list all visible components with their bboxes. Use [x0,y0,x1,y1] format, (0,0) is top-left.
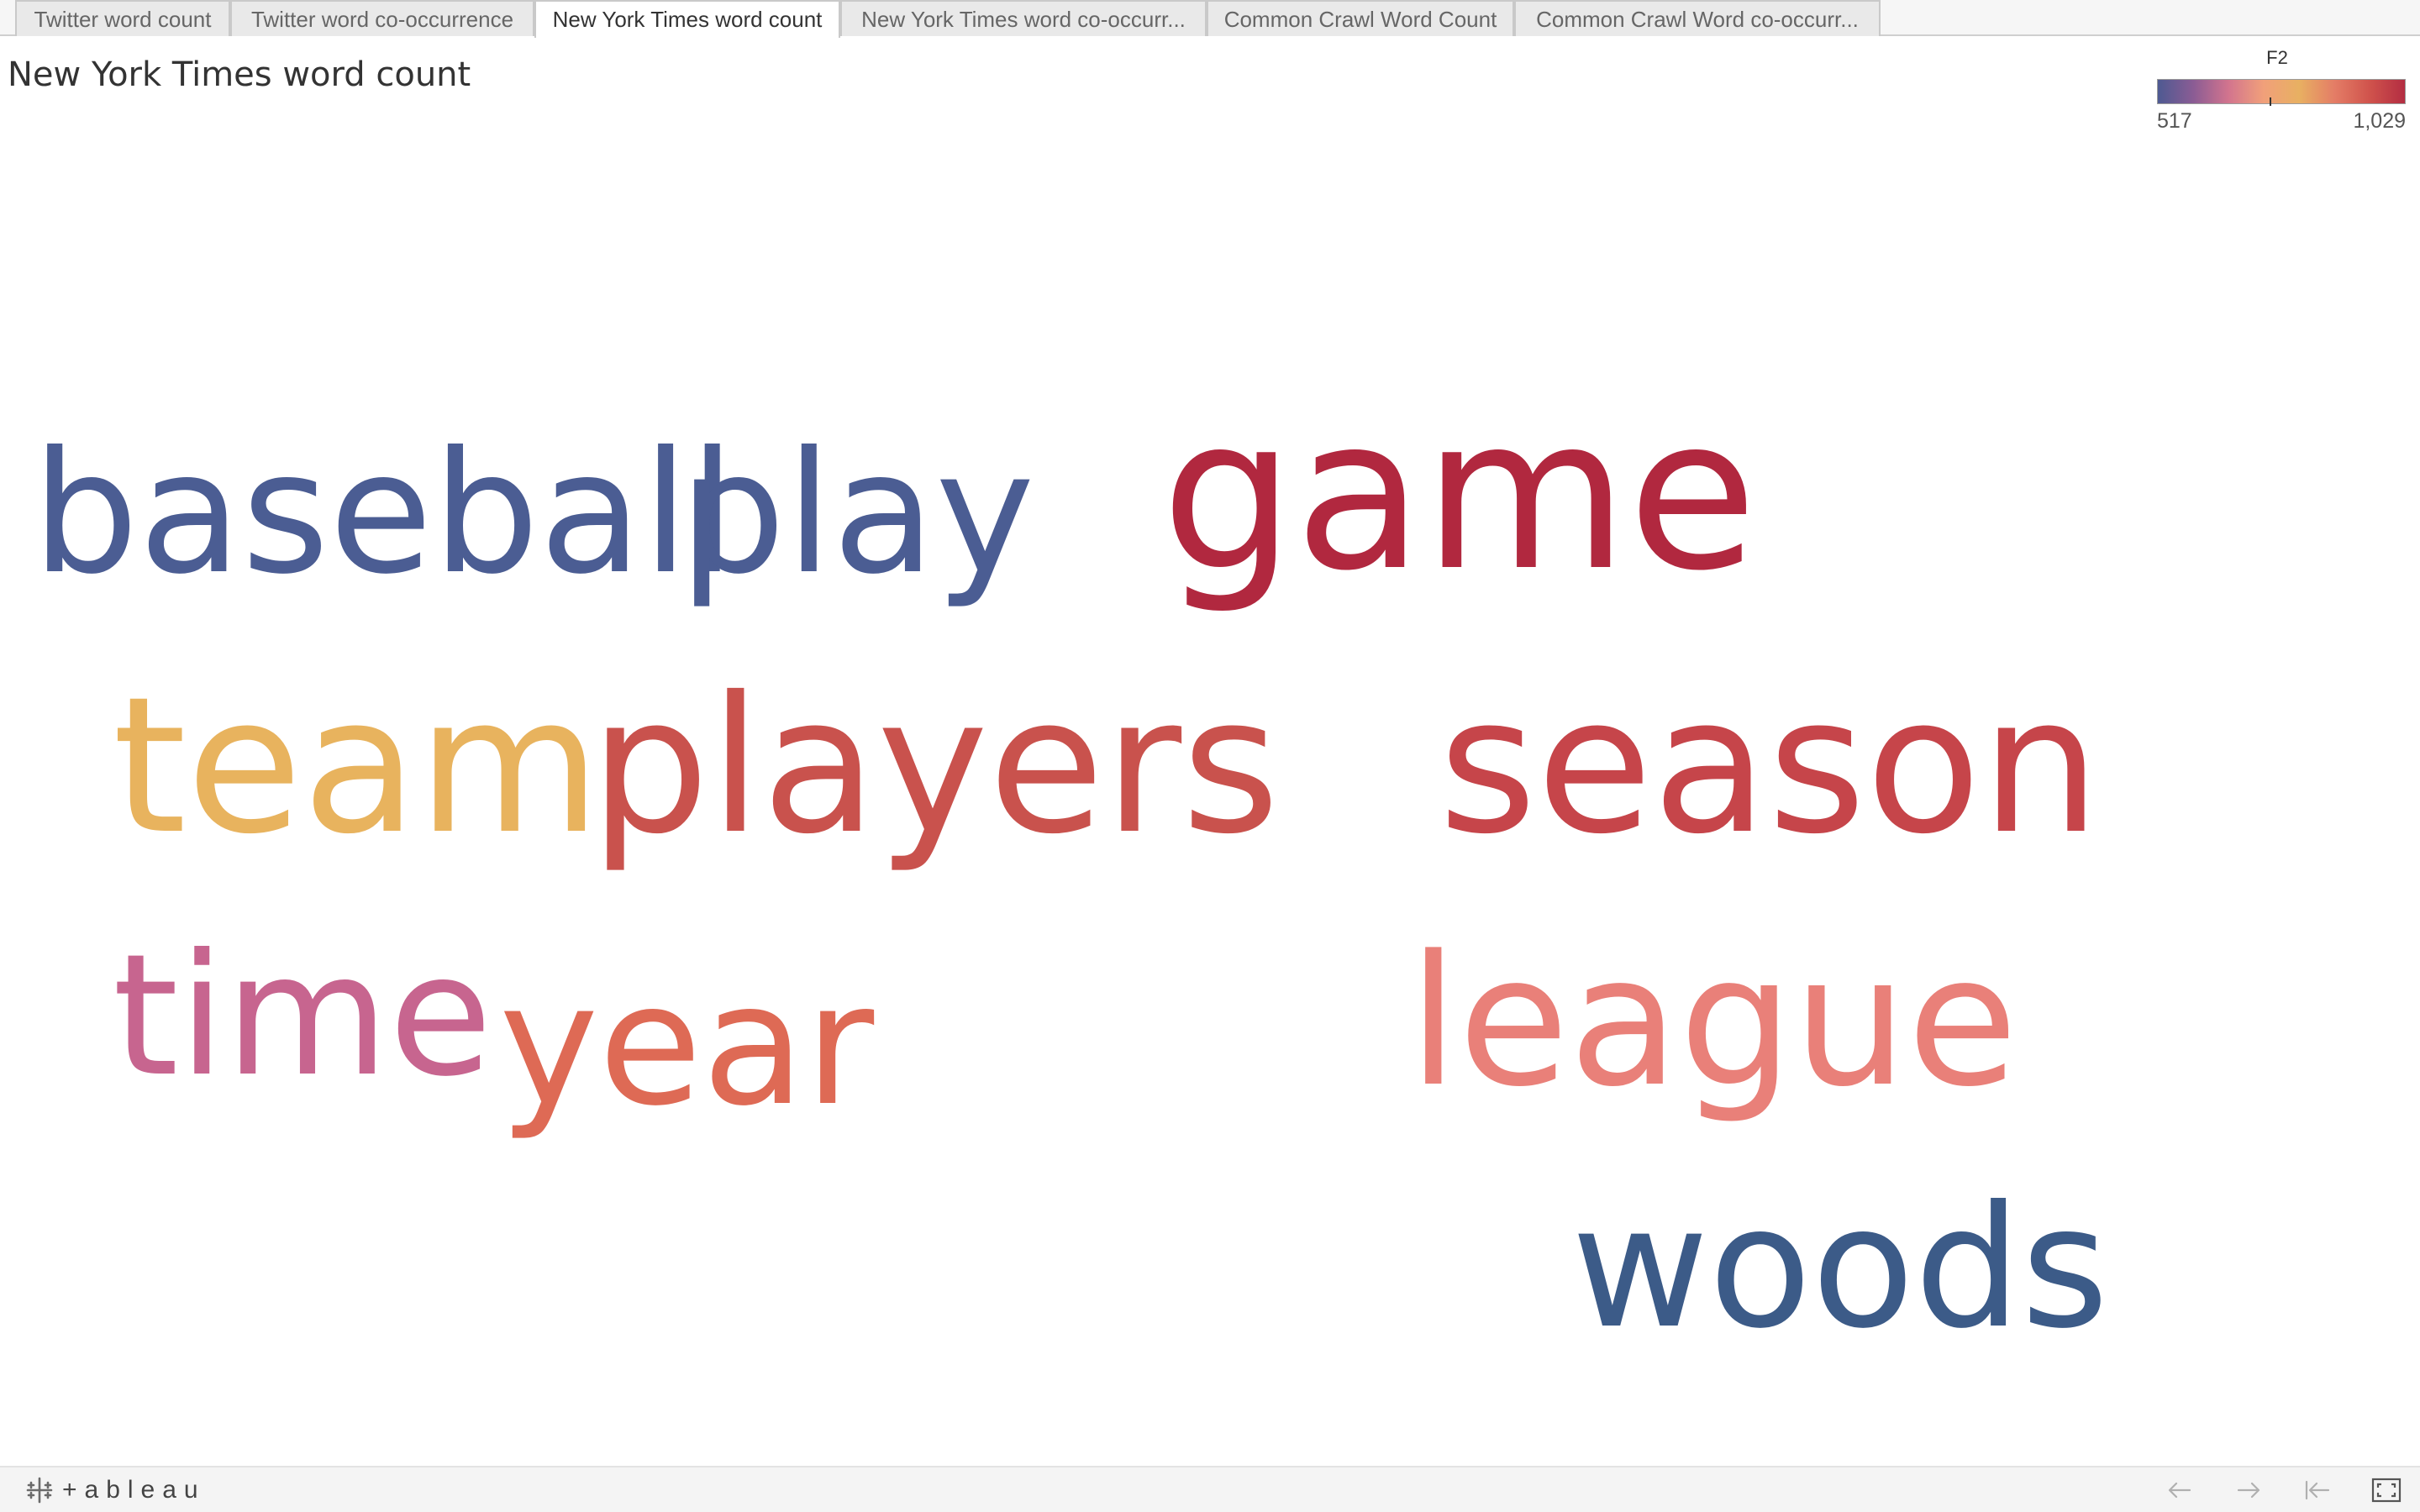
color-legend[interactable]: F2 517 1,029 [2151,42,2406,143]
word-mark[interactable]: league [1408,917,2018,1126]
tableau-logo[interactable]: +ableau [25,1474,206,1506]
revert-icon [2305,1480,2330,1500]
word-mark[interactable]: baseball [32,416,736,612]
redo-icon [2237,1482,2260,1499]
tableau-wordmark: +ableau [62,1476,206,1504]
word-mark[interactable]: time [113,918,492,1114]
viz-toolbar: +ableau [0,1466,2420,1512]
word-mark[interactable]: game [1161,372,1758,617]
tableau-logo-icon [26,1477,53,1504]
tab-new-york-times-word-count[interactable]: New York Times word count [534,0,840,38]
legend-color-ramp[interactable] [2157,79,2406,104]
fullscreen-icon [2371,1478,2402,1503]
legend-max-value: 1,029 [2353,109,2406,133]
redo-button[interactable] [2230,1474,2267,1506]
sheet-title: New York Times word count [8,55,471,94]
word-mark[interactable]: play [679,416,1035,612]
word-mark[interactable]: season [1439,656,2101,875]
tab-twitter-word-co-occurrence[interactable]: Twitter word co-occurrence [230,0,534,36]
tab-common-crawl-word-co-occurrence[interactable]: Common Crawl Word co-occurr... [1514,0,1881,36]
tab-common-crawl-word-count[interactable]: Common Crawl Word Count [1207,0,1514,36]
word-cloud: baseball play game team players season t… [32,372,2109,1366]
undo-button[interactable] [2161,1474,2198,1506]
word-mark[interactable]: woods [1571,1170,2109,1366]
word-mark[interactable]: year [499,948,875,1143]
sheet-tab-bar: Twitter word count Twitter word co-occur… [0,0,2420,38]
undo-icon [2168,1482,2191,1499]
legend-title: F2 [2266,47,2288,68]
word-mark[interactable]: players [590,656,1280,875]
fullscreen-button[interactable] [2368,1474,2405,1506]
tab-twitter-word-count[interactable]: Twitter word count [15,0,230,36]
tab-new-york-times-word-co-occurrence[interactable]: New York Times word co-occurr... [840,0,1207,36]
legend-min-value: 517 [2157,109,2192,133]
legend-midpoint-marker [2270,97,2271,106]
revert-button[interactable] [2299,1474,2336,1506]
word-mark[interactable]: team [113,656,602,875]
